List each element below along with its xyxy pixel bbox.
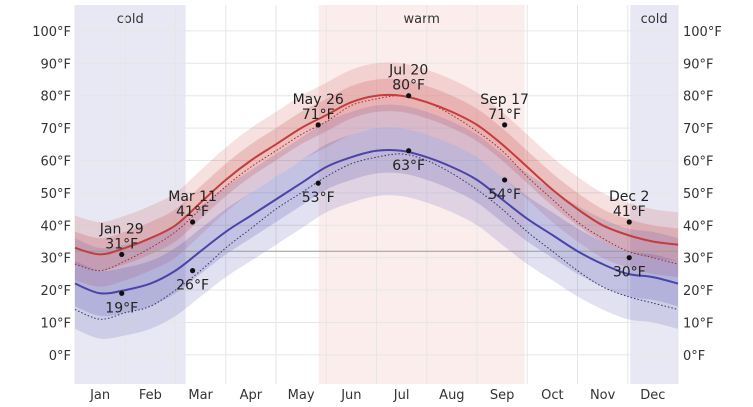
month-tick-label: Dec <box>640 388 665 403</box>
y-tick-right: 90°F <box>683 57 714 72</box>
y-tick-left: 90°F <box>40 57 71 72</box>
month-tick-label: Feb <box>139 388 162 403</box>
annotation-value: 53°F <box>302 190 335 206</box>
annotation-point <box>119 251 125 258</box>
high-band-p10-p90 <box>75 62 678 287</box>
y-tick-left: 50°F <box>40 187 71 202</box>
month-tick-label: Apr <box>240 388 263 403</box>
annotation-value: 26°F <box>176 278 209 294</box>
y-tick-left: 0°F <box>49 349 71 364</box>
series-lines <box>74 93 679 320</box>
season-band-warm <box>318 5 525 384</box>
annotation-point <box>626 219 632 225</box>
y-tick-left: 20°F <box>40 284 71 299</box>
season-label: cold <box>117 12 144 27</box>
y-tick-left: 60°F <box>40 154 71 169</box>
annotation-point <box>406 148 412 154</box>
annotation-point <box>189 268 196 274</box>
month-tick-label: Sep <box>490 388 515 403</box>
month-tick-label: Mar <box>188 388 213 403</box>
annotation-value: 41°F <box>613 204 646 220</box>
y-tick-right: 80°F <box>683 90 714 105</box>
y-tick-labels: 0°F 0°F 10°F 10°F 20°F 20°F 30°F 30°F 40°F 40°F 50… <box>32 25 722 364</box>
y-tick-right: 0°F <box>683 349 705 364</box>
annotation-date: Sep 17 <box>480 92 529 108</box>
annotation-point <box>315 180 321 186</box>
annotation-point <box>502 122 508 128</box>
month-tick-label: May <box>288 388 315 403</box>
annotation-value: 41°F <box>176 204 209 220</box>
annotation-point <box>626 255 632 261</box>
season-band-cold <box>75 5 186 384</box>
y-tick-right: 30°F <box>683 252 714 267</box>
y-tick-right: 60°F <box>683 154 714 169</box>
annotation-value: 71°F <box>302 107 335 123</box>
y-tick-right: 20°F <box>683 284 714 299</box>
high-line <box>74 93 679 256</box>
annotation-value: 63°F <box>392 158 425 174</box>
y-tick-right: 10°F <box>683 316 714 331</box>
season-band-cold <box>630 5 678 384</box>
annotation-value: 30°F <box>613 265 646 281</box>
annotation-point <box>315 122 321 128</box>
annotation-point <box>406 93 412 99</box>
y-tick-right: 40°F <box>683 219 714 234</box>
annotation-value: 31°F <box>105 236 138 252</box>
season-bands: cold warm cold <box>75 5 678 384</box>
y-tick-left: 100°F <box>32 25 71 40</box>
y-tick-right: 100°F <box>683 25 722 40</box>
month-tick-label: Nov <box>590 388 616 403</box>
annotation-value: 19°F <box>105 300 138 316</box>
y-tick-right: 50°F <box>683 187 714 202</box>
y-tick-right: 70°F <box>683 122 714 137</box>
annotation-value: 71°F <box>488 107 521 123</box>
annotation-value: 54°F <box>488 187 521 203</box>
annotation-date: Dec 2 <box>609 189 649 205</box>
month-tick-label: Jul <box>393 388 410 403</box>
annotation-point <box>189 219 196 225</box>
low-band-p25-p75 <box>75 127 678 317</box>
y-tick-left: 10°F <box>40 316 71 331</box>
y-tick-left: 30°F <box>40 252 71 267</box>
grid-lines <box>74 5 679 384</box>
y-tick-left: 70°F <box>40 122 71 137</box>
x-tick-labels: Jan Feb Mar Apr May Jun Jul Aug Sep Oct Nov Dec <box>89 388 665 403</box>
annotation-date: Mar 11 <box>168 189 217 205</box>
dotted-line <box>74 95 679 272</box>
dotted-line <box>74 153 679 320</box>
annotation-point <box>502 177 508 183</box>
annotation-date: Jan 29 <box>99 221 144 237</box>
y-tick-left: 40°F <box>40 219 71 234</box>
annotation-value: 80°F <box>392 78 425 94</box>
y-tick-left: 80°F <box>40 90 71 105</box>
month-tick-label: Oct <box>541 388 563 403</box>
month-tick-label: Jan <box>89 388 110 403</box>
annotation-date: Jul 20 <box>388 63 428 79</box>
month-tick-label: Aug <box>439 388 464 403</box>
annotation-date: May 26 <box>293 92 344 108</box>
annotation-point <box>119 290 125 296</box>
month-tick-label: Jun <box>340 388 361 403</box>
season-label: warm <box>404 12 440 27</box>
season-label: cold <box>641 12 668 27</box>
low-line <box>74 148 679 295</box>
